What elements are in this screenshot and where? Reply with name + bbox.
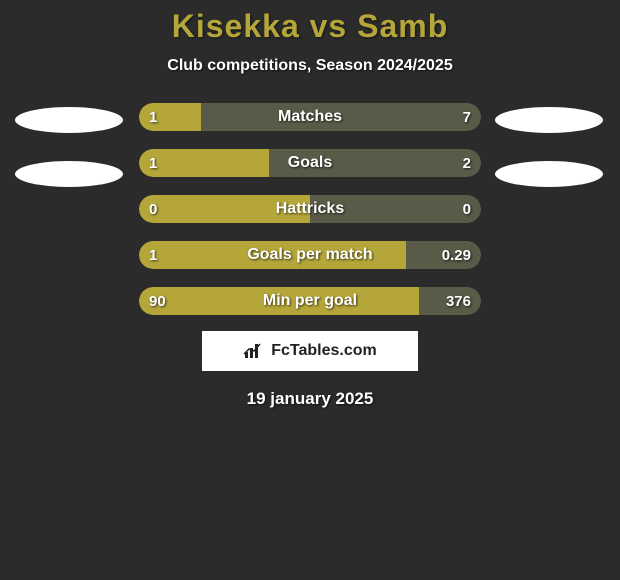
stat-label: Min per goal (139, 287, 481, 315)
player-left-avatar-2 (15, 161, 123, 187)
stat-label: Hattricks (139, 195, 481, 223)
brand-badge: FcTables.com (202, 331, 418, 371)
stat-bars: 17Matches 12Goals 00Hattricks 10.29Goals pe… (139, 103, 481, 315)
player-right-avatar-2 (495, 161, 603, 187)
page-title: Kisekka vs Samb (0, 8, 620, 45)
stat-bar: 00Hattricks (139, 195, 481, 223)
player-left-col (15, 103, 125, 187)
subtitle: Club competitions, Season 2024/2025 (0, 57, 620, 75)
comparison-container: Kisekka vs Samb Club competitions, Seaso… (0, 0, 620, 409)
stat-bar: 90376Min per goal (139, 287, 481, 315)
brand-text: FcTables.com (271, 342, 377, 360)
player-left-avatar-1 (15, 107, 123, 133)
stats-area: 17Matches 12Goals 00Hattricks 10.29Goals pe… (0, 103, 620, 315)
player-right-avatar-1 (495, 107, 603, 133)
player-right-col (495, 103, 605, 187)
stat-label: Goals per match (139, 241, 481, 269)
brand-chart-icon (243, 342, 265, 360)
stat-bar: 10.29Goals per match (139, 241, 481, 269)
stat-bar: 12Goals (139, 149, 481, 177)
date-text: 19 january 2025 (0, 389, 620, 409)
stat-bar: 17Matches (139, 103, 481, 131)
stat-label: Goals (139, 149, 481, 177)
stat-label: Matches (139, 103, 481, 131)
